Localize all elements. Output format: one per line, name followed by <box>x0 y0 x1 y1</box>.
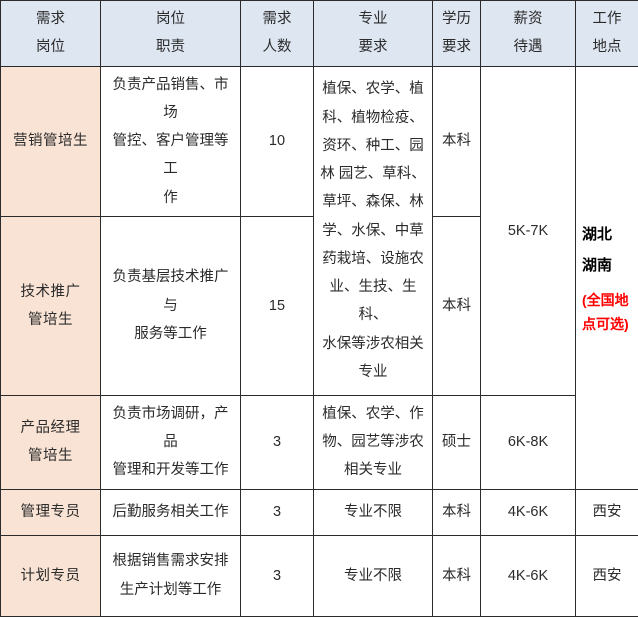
header-count-line2: 人数 <box>246 33 308 61</box>
cell-major: 专业不限 <box>314 489 433 535</box>
cell-education: 硕士 <box>433 395 481 489</box>
major-line-6: 学、水保、中草 <box>319 217 427 245</box>
cell-position: 管理专员 <box>1 489 101 535</box>
header-row: 需求 岗位 岗位 职责 需求 人数 专业 要求 学历 要求 薪资 待遇 <box>1 1 638 67</box>
duty-line2: 服务等工作 <box>106 320 235 348</box>
position-line2: 管培生 <box>6 306 95 334</box>
cell-count: 3 <box>241 535 314 616</box>
major-line-7: 药栽培、设施农 <box>319 245 427 273</box>
cell-duty: 根据销售需求安排 生产计划等工作 <box>101 535 241 616</box>
table-row: 产品经理 管培生 负责市场调研，产品 管理和开发等工作 3 植保、农学、作 物、… <box>1 395 638 489</box>
cell-count: 3 <box>241 395 314 489</box>
header-education-line2: 要求 <box>438 33 475 61</box>
position-line1: 计划专员 <box>6 562 95 590</box>
cell-duty: 后勤服务相关工作 <box>101 489 241 535</box>
position-line1: 管理专员 <box>6 498 95 526</box>
duty-line2: 管控、客户管理等工 <box>106 127 235 184</box>
location-note-line2: 点可选) <box>582 312 633 337</box>
cell-position: 技术推广 管培生 <box>1 216 101 395</box>
header-salary-line1: 薪资 <box>486 5 570 33</box>
location-province-1: 湖北 <box>582 219 633 251</box>
location-stack: 湖北 湖南 (全国地 点可选) <box>581 219 633 337</box>
position-line1: 营销管培生 <box>6 127 95 155</box>
header-major-line1: 专业 <box>319 5 427 33</box>
major-line-4: 林 园艺、草科、 <box>319 160 427 188</box>
major-line-2: 物、园艺等涉农 <box>319 428 427 456</box>
table-row: 计划专员 根据销售需求安排 生产计划等工作 3 专业不限 本科 4K-6K 西安 <box>1 535 638 616</box>
header-duty-line1: 岗位 <box>106 5 235 33</box>
table-body: 营销管培生 负责产品销售、市场 管控、客户管理等工 作 10 植保、农学、植 科… <box>1 66 638 616</box>
table-row: 营销管培生 负责产品销售、市场 管控、客户管理等工 作 10 植保、农学、植 科… <box>1 66 638 216</box>
header-salary-line2: 待遇 <box>486 33 570 61</box>
cell-duty: 负责产品销售、市场 管控、客户管理等工 作 <box>101 66 241 216</box>
duty-line1: 后勤服务相关工作 <box>106 498 235 526</box>
cell-education: 本科 <box>433 66 481 216</box>
header-cell-count: 需求 人数 <box>241 1 314 67</box>
header-major-line2: 要求 <box>319 33 427 61</box>
cell-salary-merged: 5K-7K <box>481 66 576 395</box>
duty-line2: 生产计划等工作 <box>106 576 235 604</box>
cell-location: 西安 <box>576 489 638 535</box>
major-line-5: 草坪、森保、林 <box>319 188 427 216</box>
cell-count: 10 <box>241 66 314 216</box>
header-cell-location: 工作 地点 <box>576 1 638 67</box>
position-line1: 产品经理 <box>6 414 95 442</box>
header-count-line1: 需求 <box>246 5 308 33</box>
cell-location-merged: 湖北 湖南 (全国地 点可选) <box>576 66 638 489</box>
header-duty-line2: 职责 <box>106 33 235 61</box>
cell-location: 西安 <box>576 535 638 616</box>
header-cell-major: 专业 要求 <box>314 1 433 67</box>
header-location-line2: 地点 <box>581 33 633 61</box>
cell-duty: 负责市场调研，产品 管理和开发等工作 <box>101 395 241 489</box>
cell-salary: 4K-6K <box>481 489 576 535</box>
duty-line1: 负责基层技术推广与 <box>106 263 235 320</box>
major-line-8: 业、生技、生科、 <box>319 273 427 330</box>
cell-education: 本科 <box>433 535 481 616</box>
major-line-1: 植保、农学、作 <box>319 400 427 428</box>
cell-education: 本科 <box>433 489 481 535</box>
cell-duty: 负责基层技术推广与 服务等工作 <box>101 216 241 395</box>
major-line-9: 水保等涉农相关 <box>319 330 427 358</box>
duty-line1: 根据销售需求安排 <box>106 547 235 575</box>
major-line-2: 科、植物检疫、 <box>319 104 427 132</box>
header-cell-duty: 岗位 职责 <box>101 1 241 67</box>
cell-salary: 4K-6K <box>481 535 576 616</box>
table-row: 管理专员 后勤服务相关工作 3 专业不限 本科 4K-6K 西安 <box>1 489 638 535</box>
major-line-3: 资环、种工、园 <box>319 132 427 160</box>
cell-position: 产品经理 管培生 <box>1 395 101 489</box>
cell-position: 营销管培生 <box>1 66 101 216</box>
duty-line1: 负责市场调研，产品 <box>106 400 235 457</box>
location-province-2: 湖南 <box>582 250 633 282</box>
major-line-1: 植保、农学、植 <box>319 75 427 103</box>
cell-position: 计划专员 <box>1 535 101 616</box>
table-header: 需求 岗位 岗位 职责 需求 人数 专业 要求 学历 要求 薪资 待遇 <box>1 1 638 67</box>
header-cell-position: 需求 岗位 <box>1 1 101 67</box>
cell-major: 植保、农学、作 物、园艺等涉农 相关专业 <box>314 395 433 489</box>
header-cell-education: 学历 要求 <box>433 1 481 67</box>
position-line1: 技术推广 <box>6 278 95 306</box>
position-line2: 管培生 <box>6 442 95 470</box>
header-location-line1: 工作 <box>581 5 633 33</box>
duty-line3: 作 <box>106 184 235 212</box>
cell-count: 3 <box>241 489 314 535</box>
duty-line2: 管理和开发等工作 <box>106 456 235 484</box>
cell-education: 本科 <box>433 216 481 395</box>
header-cell-salary: 薪资 待遇 <box>481 1 576 67</box>
cell-major: 专业不限 <box>314 535 433 616</box>
major-line-10: 专业 <box>319 358 427 386</box>
cell-count: 15 <box>241 216 314 395</box>
location-note: (全国地 点可选) <box>582 288 633 337</box>
header-position-line2: 岗位 <box>6 33 95 61</box>
header-position-line1: 需求 <box>6 5 95 33</box>
cell-salary: 6K-8K <box>481 395 576 489</box>
location-note-line1: (全国地 <box>582 288 633 313</box>
header-education-line1: 学历 <box>438 5 475 33</box>
major-line-3: 相关专业 <box>319 456 427 484</box>
cell-major-merged: 植保、农学、植 科、植物检疫、 资环、种工、园 林 园艺、草科、 草坪、森保、林… <box>314 66 433 395</box>
duty-line1: 负责产品销售、市场 <box>106 71 235 128</box>
